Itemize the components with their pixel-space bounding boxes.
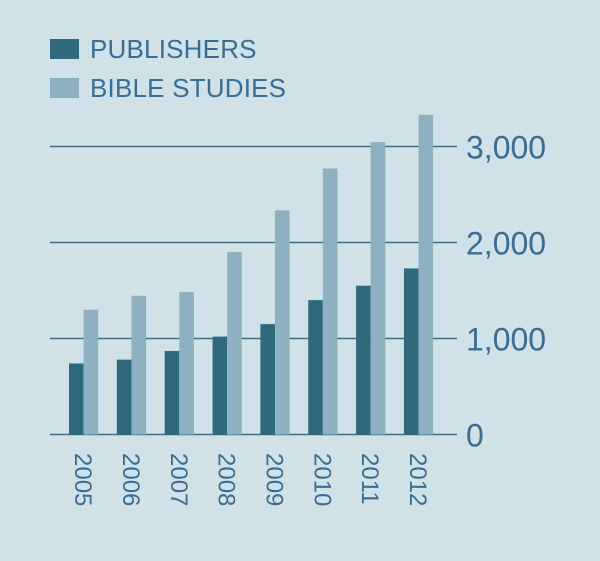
bar-bible-studies-2009 bbox=[275, 210, 290, 435]
y-tick-label: 0 bbox=[466, 418, 484, 454]
bar-publishers-2012 bbox=[403, 268, 419, 435]
legend-item-publishers: PUBLISHERS bbox=[50, 34, 257, 64]
bar-publishers-2010 bbox=[308, 300, 323, 435]
bar-bible-studies-2006 bbox=[131, 295, 147, 435]
x-tick-label-2007: 2007 bbox=[165, 453, 192, 506]
x-tick-label-2009: 2009 bbox=[261, 453, 288, 506]
x-tick-label-2012: 2012 bbox=[404, 453, 431, 506]
bar-publishers-2011 bbox=[356, 285, 371, 435]
bar-publishers-2005 bbox=[69, 363, 84, 435]
y-tick-label: 2,000 bbox=[466, 226, 546, 262]
legend-label-bible-studies: BIBLE STUDIES bbox=[90, 73, 287, 103]
bars bbox=[69, 114, 434, 435]
x-tick-label-2010: 2010 bbox=[308, 453, 335, 506]
bar-bible-studies-2008 bbox=[227, 252, 242, 435]
y-tick-label: 1,000 bbox=[466, 322, 546, 358]
bar-publishers-2006 bbox=[116, 359, 132, 435]
bar-publishers-2007 bbox=[164, 350, 180, 435]
legend-item-bible-studies: BIBLE STUDIES bbox=[50, 73, 287, 103]
x-tick-label-2006: 2006 bbox=[117, 453, 144, 506]
x-tick-label-2008: 2008 bbox=[213, 453, 240, 506]
bar-bible-studies-2012 bbox=[418, 114, 434, 435]
x-tick-label-2011: 2011 bbox=[356, 453, 383, 505]
y-tick-label: 3,000 bbox=[466, 130, 546, 166]
legend-swatch-publishers bbox=[50, 39, 79, 59]
x-tick-label-2005: 2005 bbox=[69, 453, 96, 506]
legend-label-publishers: PUBLISHERS bbox=[90, 34, 257, 64]
bar-publishers-2008 bbox=[212, 336, 228, 435]
gridlines bbox=[50, 145, 457, 436]
bar-bible-studies-2010 bbox=[322, 168, 338, 435]
x-axis-labels: 2005 2006 2007 2008 2009 2010 2011 2012 bbox=[69, 453, 431, 506]
bar-publishers-2009 bbox=[260, 324, 275, 435]
bar-bible-studies-2011 bbox=[370, 142, 386, 435]
bar-bible-studies-2005 bbox=[83, 309, 99, 435]
bar-bible-studies-2007 bbox=[179, 291, 194, 435]
y-axis-labels: 0 1,000 2,000 3,000 bbox=[466, 130, 546, 454]
legend-swatch-bible-studies bbox=[50, 78, 79, 98]
